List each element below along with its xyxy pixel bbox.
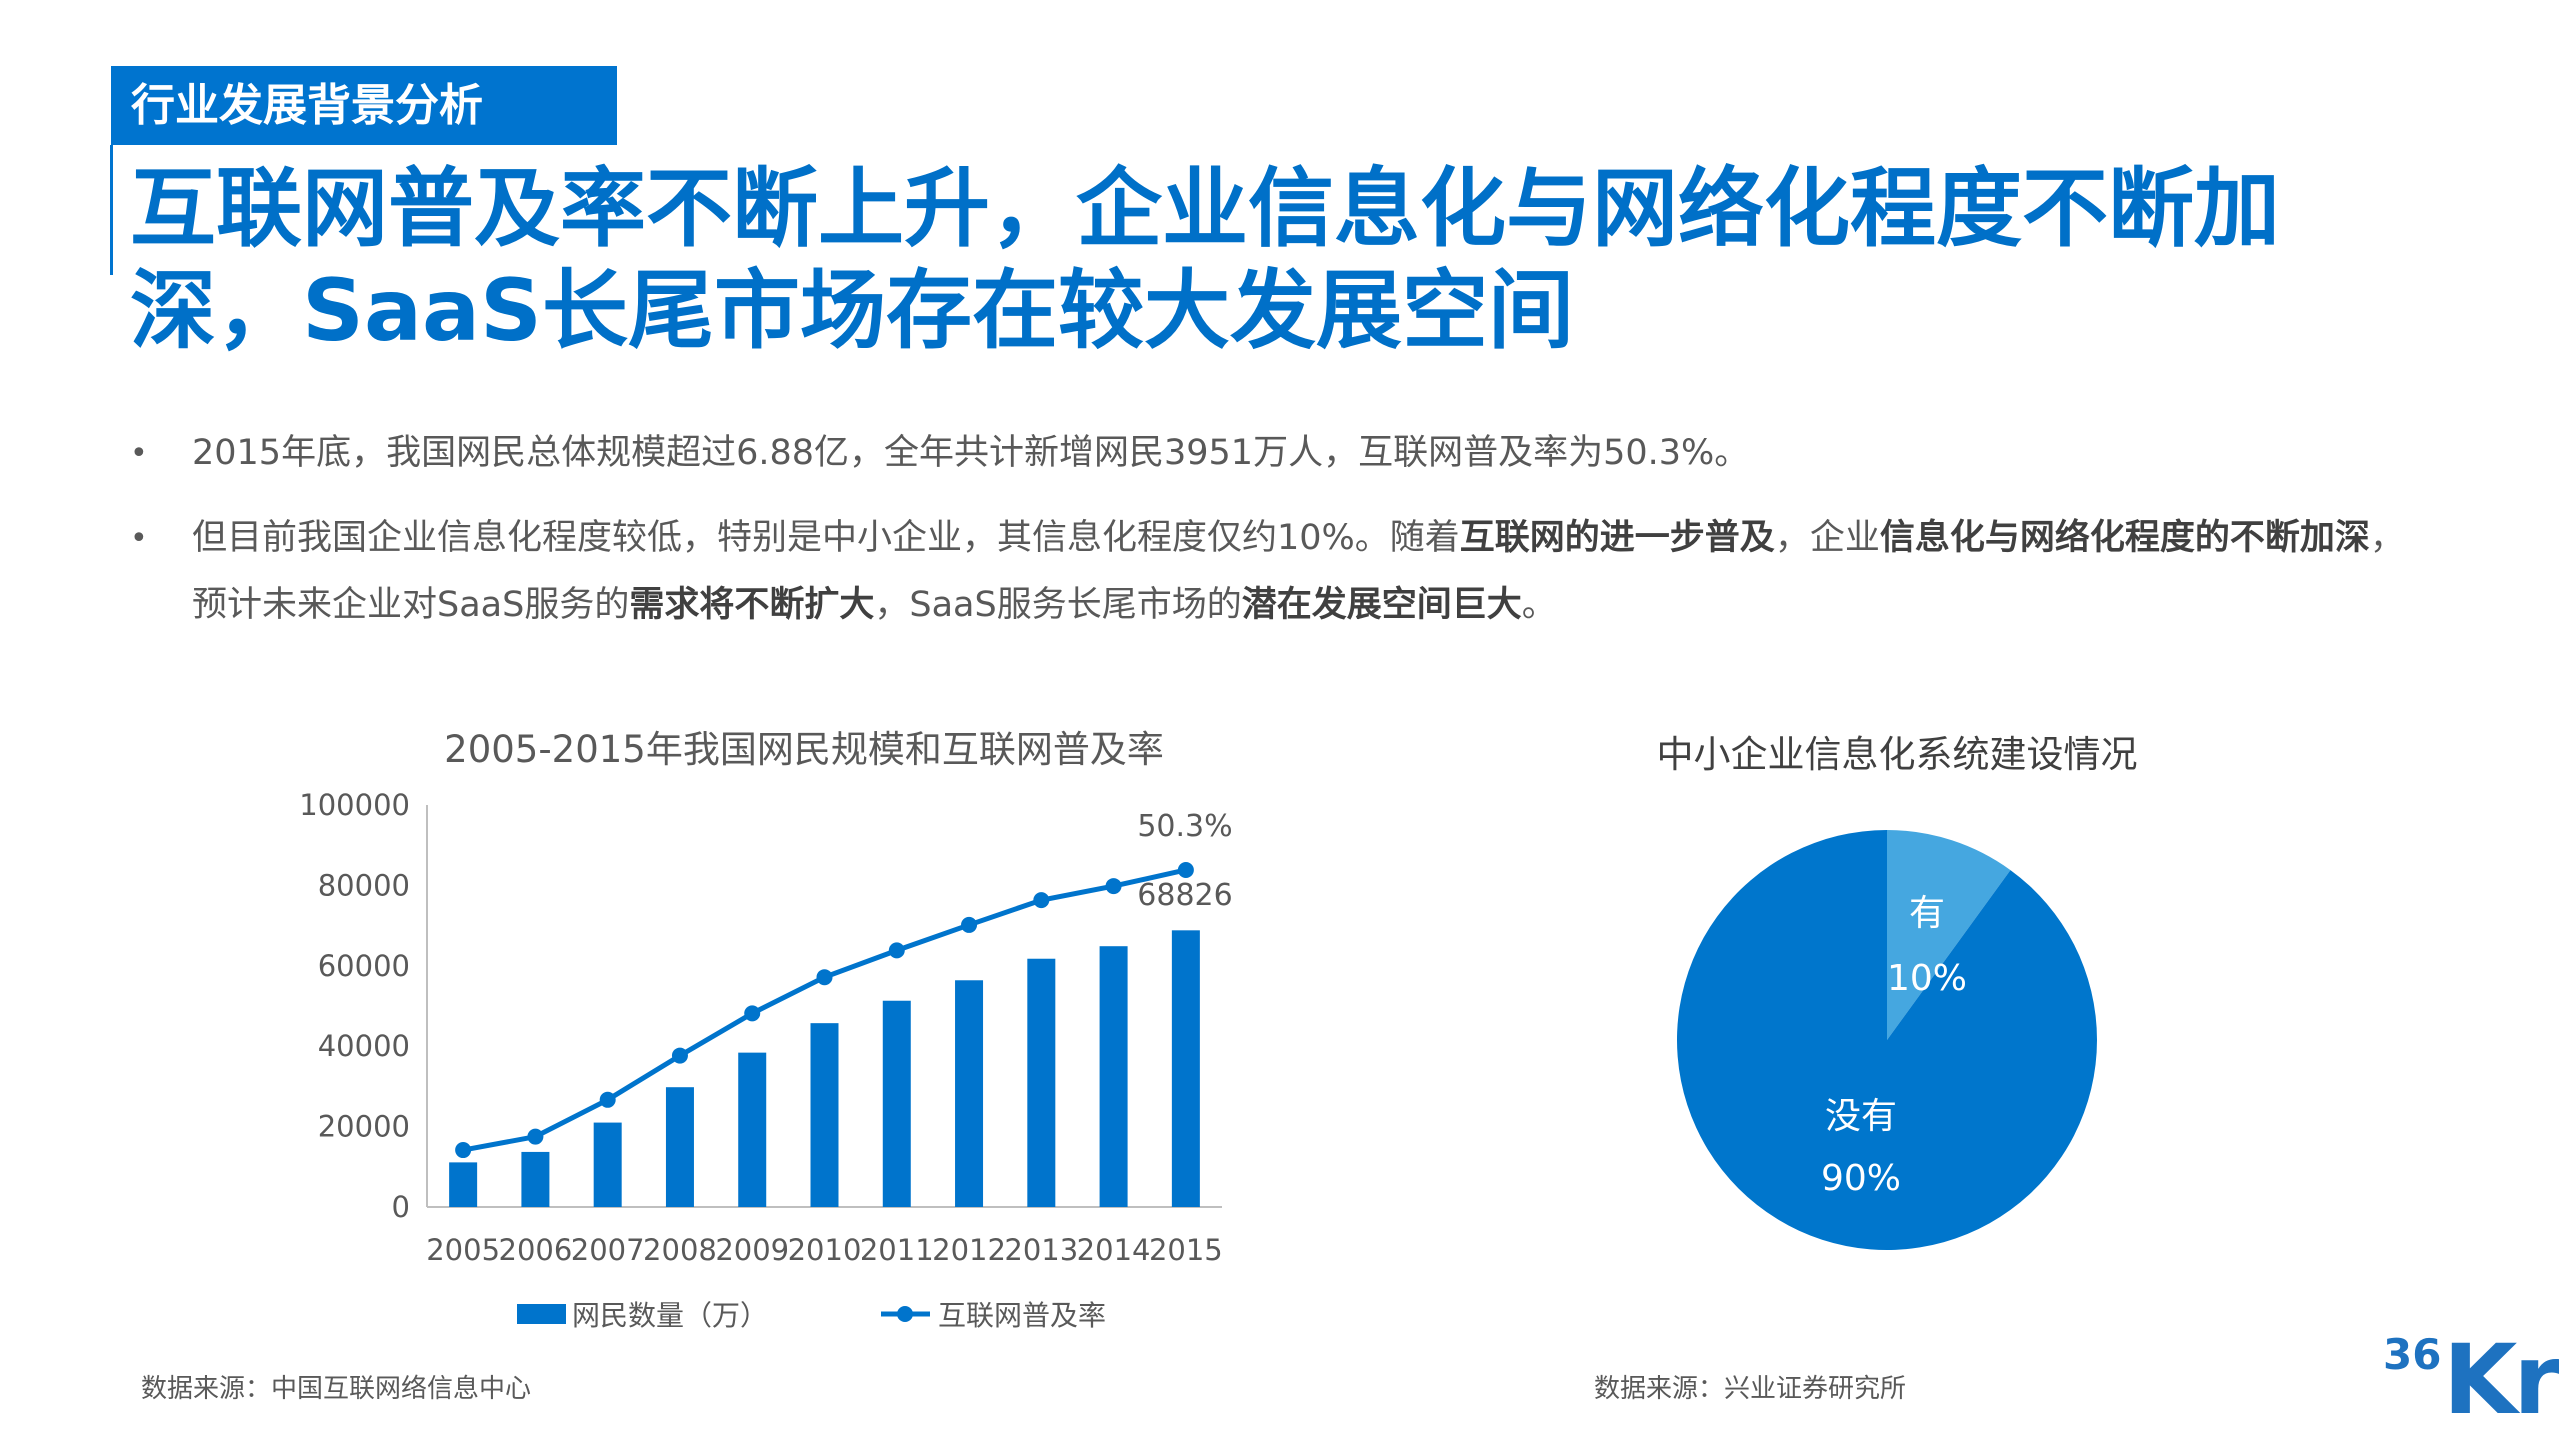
pie-slice-no (1677, 830, 2098, 1251)
bar-2012 (955, 980, 984, 1207)
pie-chart (1677, 830, 2098, 1251)
source-note-left: 数据来源：中国互联网络信息中心 (141, 1374, 532, 1404)
source-note-right: 数据来源：兴业证券研究所 (1594, 1374, 1907, 1404)
title-line-1: 互联网普及率不断上升，企业信息化与网络化程度不断加 (130, 159, 2280, 259)
x-tick-label: 2011 (860, 1233, 934, 1267)
y-tick-label: 0 (392, 1190, 410, 1224)
rate-point-2009 (744, 1005, 761, 1022)
tag-accent-line (110, 145, 113, 275)
bullet-bold-text: 需求将不断扩大 (629, 585, 875, 625)
page-title: 互联网普及率不断上升，企业信息化与网络化程度不断加 深，SaaS长尾市场存在较大… (130, 158, 2430, 362)
bullet-text: 但目前我国企业信息化程度较低，特别是中小企业，其信息化程度仅约10%。随着 (192, 518, 1460, 558)
bullet-item-1: • 2015年底，我国网民总体规模超过6.88亿，全年共计新增网民3951万人，… (130, 420, 2430, 487)
bar-chart-title: 2005-2015年我国网民规模和互联网普及率 (444, 728, 1164, 771)
legend-line-marker (897, 1306, 913, 1322)
y-tick-label: 100000 (299, 788, 410, 822)
pie-label-yes: 有 (1909, 893, 1945, 934)
bar-2013 (1027, 958, 1056, 1207)
bar-2005 (449, 1162, 478, 1207)
bullet-bold-text: 信息化与网络化程度的不断加深 (1879, 518, 2370, 558)
rate-point-2007 (599, 1091, 616, 1108)
logo-36: 36 (2383, 1330, 2442, 1379)
bar-2006 (521, 1151, 550, 1207)
y-tick-label: 40000 (318, 1029, 410, 1063)
bullet-icon: • (130, 521, 148, 556)
legend-bar-swatch (517, 1304, 566, 1324)
x-tick-label: 2005 (426, 1233, 500, 1267)
x-tick-label: 2012 (932, 1233, 1006, 1267)
x-tick-label: 2006 (499, 1233, 573, 1267)
bar-2015 (1171, 930, 1200, 1207)
title-line-2: 深，SaaS长尾市场存在较大发展空间 (130, 261, 1574, 361)
legend-line-label: 互联网普及率 (938, 1299, 1106, 1332)
y-tick-label: 60000 (318, 949, 410, 983)
rate-data-label: 50.3% (1137, 809, 1232, 844)
rate-point-2010 (816, 969, 833, 986)
y-tick-label: 80000 (318, 868, 410, 902)
bar-2007 (593, 1122, 622, 1207)
pie-value-yes: 10% (1887, 958, 1967, 999)
bullet-text: ，企业 (1774, 518, 1880, 558)
bar-2011 (882, 1000, 911, 1207)
bullet-text: ，预计未来企业对SaaS服务的 (192, 518, 2405, 625)
logo-kr: Kr (2443, 1324, 2559, 1436)
x-tick-label: 2007 (571, 1233, 645, 1267)
bullet-list: • 2015年底，我国网民总体规模超过6.88亿，全年共计新增网民3951万人，… (130, 420, 2430, 657)
pie-value-no: 90% (1821, 1158, 1901, 1199)
rate-point-2011 (888, 942, 905, 959)
rate-point-2005 (455, 1142, 472, 1159)
bar-2008 (665, 1087, 694, 1207)
rate-point-2006 (527, 1128, 544, 1145)
rate-point-2008 (671, 1047, 688, 1064)
bar-line-chart: 0200004000060000800001000002005200620072… (299, 788, 1222, 1267)
rate-point-2014 (1105, 878, 1122, 895)
users-data-label: 68826 (1137, 878, 1232, 913)
bullet-icon: • (130, 436, 148, 471)
rate-point-2012 (961, 916, 978, 933)
y-tick-label: 20000 (318, 1110, 410, 1144)
bullet-item-2: • 但目前我国企业信息化程度较低，特别是中小企业，其信息化程度仅约10%。随着互… (130, 505, 2430, 639)
bullet-bold-text: 潜在发展空间巨大 (1241, 585, 1522, 625)
bullet-text: 2015年底，我国网民总体规模超过6.88亿，全年共计新增网民3951万人，互联… (192, 433, 1750, 473)
pie-slice-yes (1887, 830, 2011, 1040)
x-tick-label: 2010 (788, 1233, 862, 1267)
x-tick-label: 2015 (1149, 1233, 1223, 1267)
pie-chart-title: 中小企业信息化系统建设情况 (1657, 733, 2138, 776)
x-tick-label: 2009 (715, 1233, 789, 1267)
bar-2009 (738, 1052, 767, 1207)
x-tick-label: 2008 (643, 1233, 717, 1267)
bullet-text: ，SaaS服务长尾市场的 (874, 585, 1242, 625)
x-tick-label: 2014 (1077, 1233, 1151, 1267)
section-tag: 行业发展背景分析 (111, 66, 617, 145)
bar-2010 (810, 1023, 839, 1207)
rate-point-2013 (1033, 892, 1050, 909)
legend-bar-label: 网民数量（万） (572, 1299, 768, 1332)
x-tick-label: 2013 (1004, 1233, 1078, 1267)
bullet-text: 。 (1521, 585, 1557, 625)
pie-label-no: 没有 (1825, 1096, 1897, 1137)
bar-2014 (1099, 946, 1128, 1207)
rate-point-2015 (1177, 861, 1194, 878)
bullet-bold-text: 互联网的进一步普及 (1459, 518, 1775, 558)
